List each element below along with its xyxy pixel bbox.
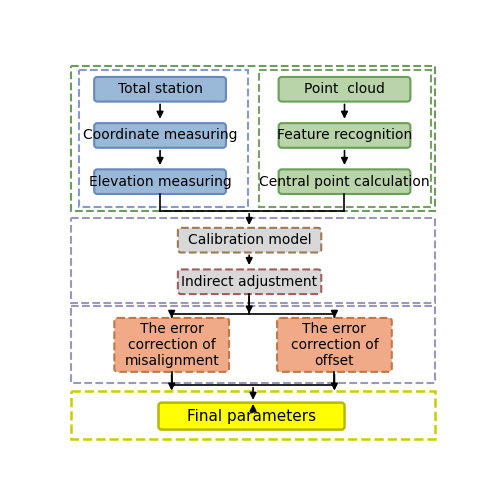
FancyBboxPatch shape xyxy=(178,270,321,294)
Text: Final parameters: Final parameters xyxy=(187,408,316,424)
FancyBboxPatch shape xyxy=(279,170,410,194)
Text: Total station: Total station xyxy=(118,82,203,96)
Text: Coordinate measuring: Coordinate measuring xyxy=(83,128,237,142)
Text: Indirect adjustment: Indirect adjustment xyxy=(181,275,317,289)
Text: Central point calculation: Central point calculation xyxy=(259,174,430,188)
FancyBboxPatch shape xyxy=(277,318,392,372)
Bar xyxy=(259,70,431,207)
Bar xyxy=(79,70,247,207)
Bar xyxy=(71,391,435,439)
Text: Calibration model: Calibration model xyxy=(188,233,312,247)
Text: The error
correction of
offset: The error correction of offset xyxy=(290,322,378,368)
FancyBboxPatch shape xyxy=(279,77,410,102)
Text: Feature recognition: Feature recognition xyxy=(277,128,412,142)
FancyBboxPatch shape xyxy=(114,318,229,372)
FancyBboxPatch shape xyxy=(94,77,226,102)
Text: The error
correction of
misalignment: The error correction of misalignment xyxy=(124,322,219,368)
FancyBboxPatch shape xyxy=(178,228,321,252)
FancyBboxPatch shape xyxy=(279,123,410,148)
Bar xyxy=(71,306,435,384)
Text: Elevation measuring: Elevation measuring xyxy=(89,174,231,188)
FancyBboxPatch shape xyxy=(159,402,345,429)
Text: Point  cloud: Point cloud xyxy=(304,82,385,96)
Bar xyxy=(71,218,435,302)
FancyBboxPatch shape xyxy=(94,170,226,194)
FancyBboxPatch shape xyxy=(94,123,226,148)
Bar xyxy=(71,66,435,211)
